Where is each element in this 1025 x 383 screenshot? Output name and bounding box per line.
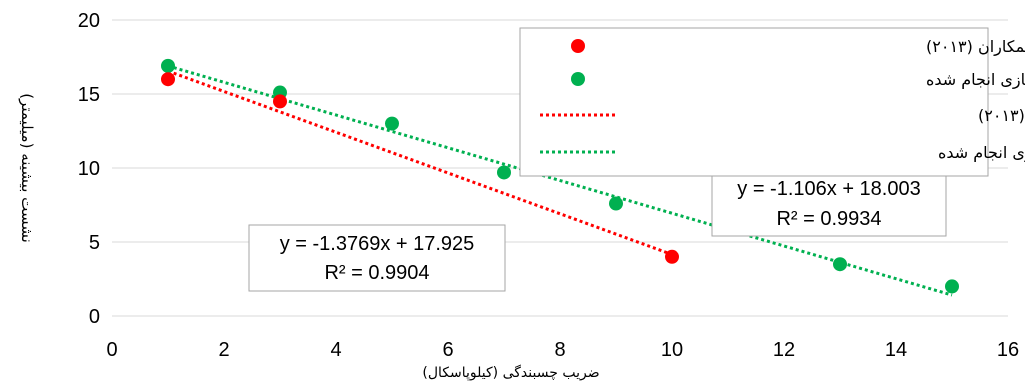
trendlines	[167, 64, 953, 297]
equation-box-hesami-frame	[248, 224, 506, 292]
x-tick-label: 14	[885, 339, 907, 361]
trendline-1	[167, 64, 953, 297]
point-series-0	[273, 94, 287, 109]
point-series-0	[161, 72, 175, 87]
point-series-1	[385, 116, 399, 131]
legend-frame	[519, 27, 989, 177]
point-series-0	[665, 249, 679, 264]
legend-label-hesami: حسامی و همکاران (۲۰۱۳)	[926, 37, 1025, 57]
legend-label-model-trend: درون یابی خطی مدلسازی انجام شده	[938, 143, 1025, 163]
legend-label-hesami-trend: درون یابی خطی حسامی و همکاران (۲۰۱۳)	[978, 106, 1025, 126]
equation-model: y = -1.106x + 18.003	[737, 178, 920, 200]
y-tick-label: 0	[89, 306, 100, 328]
y-axis-label: نشست بیشینه (میلیمتر)	[18, 93, 36, 243]
point-series-1	[945, 279, 959, 294]
x-tick-label: 16	[997, 339, 1019, 361]
x-tick-label: 4	[330, 339, 341, 361]
y-tick-label: 20	[78, 10, 100, 32]
trendline-0	[167, 69, 673, 256]
x-tick-label: 8	[554, 339, 565, 361]
y-tick-label: 15	[78, 84, 100, 106]
legend: حسامی و همکاران (۲۰۱۳) مدلسازی انجام شده…	[519, 27, 1025, 177]
y-tick-label: 5	[89, 232, 100, 254]
axes: 0 5 10 15 20 0 2 4 6 8 10 12 14 16	[78, 10, 1019, 361]
data-points	[161, 58, 959, 294]
point-series-1	[161, 58, 175, 73]
point-series-1	[833, 257, 847, 272]
r2-hesami: R² = 0.9904	[324, 262, 429, 284]
x-tick-label: 2	[218, 339, 229, 361]
y-tick-label: 10	[78, 158, 100, 180]
x-tick-label: 6	[442, 339, 453, 361]
equation-hesami: y = -1.3769x + 17.925	[280, 233, 475, 255]
point-series-1	[609, 196, 623, 211]
equation-box-hesami: y = -1.3769x + 17.925 R² = 0.9904	[248, 224, 506, 292]
x-tick-label: 0	[106, 339, 117, 361]
legend-marker-hesami	[571, 39, 585, 53]
r2-model: R² = 0.9934	[776, 208, 881, 230]
legend-label-model: مدلسازی انجام شده	[926, 70, 1025, 90]
x-axis-label: ضریب چسبندگی (کیلوپاسکال)	[422, 364, 599, 381]
legend-marker-model	[571, 72, 585, 86]
equation-box-model: y = -1.106x + 18.003 R² = 0.9934	[711, 171, 947, 237]
x-tick-label: 12	[773, 339, 795, 361]
point-series-1	[497, 165, 511, 180]
x-tick-label: 10	[661, 339, 683, 361]
